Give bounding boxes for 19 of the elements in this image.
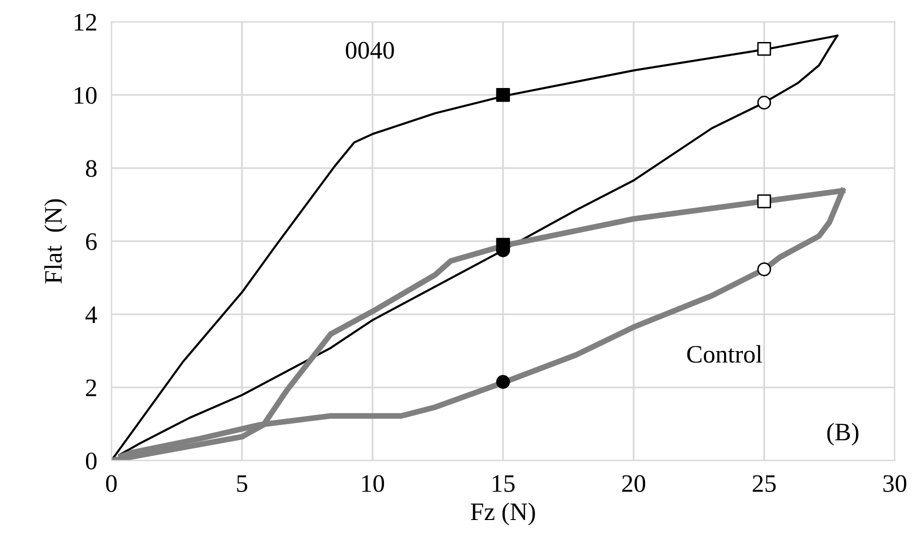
x-tick-label: 20 <box>622 475 646 492</box>
x-tick-label: 5 <box>237 475 248 492</box>
y-tick-label: 4 <box>85 306 98 323</box>
annotation: 0040 <box>346 42 394 59</box>
y-axis-title: Flat (N) <box>44 199 67 284</box>
x-tick-label: 30 <box>883 475 906 492</box>
text: Control <box>687 345 762 363</box>
x-axis-title: Fz (N) <box>470 502 535 526</box>
y-tick-label: 6 <box>86 233 97 250</box>
x-tick-label: 25 <box>752 475 776 492</box>
x-tick-label: 0 <box>106 475 117 492</box>
y-tick-label: 2 <box>86 380 96 396</box>
x-tick-label: 15 <box>492 475 515 492</box>
x-tick-label: 10 <box>362 475 384 492</box>
y-tick-label: 10 <box>74 86 97 104</box>
annotation: (B) <box>827 422 858 446</box>
y-tick-label: 8 <box>86 160 97 177</box>
y-tick-label: 0 <box>86 452 97 470</box>
y-tick-label: 12 <box>74 14 96 30</box>
